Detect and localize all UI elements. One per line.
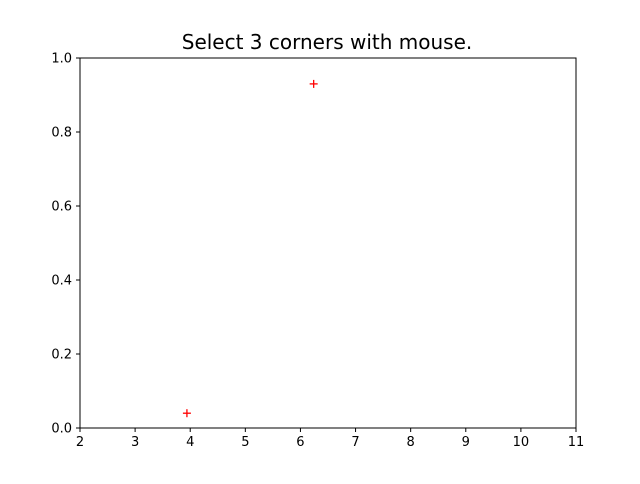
y-tick-label: 0.2 bbox=[51, 348, 72, 363]
x-tick-label: 8 bbox=[407, 435, 415, 450]
plot-area[interactable] bbox=[79, 57, 577, 429]
data-points bbox=[182, 79, 318, 418]
y-tick-label: 0.0 bbox=[51, 422, 72, 437]
y-tick-label: 0.6 bbox=[51, 200, 72, 215]
x-tick-label: 9 bbox=[462, 435, 470, 450]
y-axis: 0.0 0.2 0.4 0.6 0.8 1.0 bbox=[51, 52, 80, 437]
x-tick-label: 5 bbox=[241, 435, 249, 450]
x-tick-label: 3 bbox=[131, 435, 139, 450]
x-tick-label: 7 bbox=[351, 435, 359, 450]
y-tick-label: 0.4 bbox=[51, 274, 72, 289]
y-tick-label: 1.0 bbox=[51, 52, 72, 67]
x-tick-label: 6 bbox=[296, 435, 304, 450]
x-tick-label: 10 bbox=[513, 435, 530, 450]
x-tick-label: 4 bbox=[186, 435, 194, 450]
x-tick-label: 11 bbox=[568, 435, 585, 450]
data-point-plus-marker bbox=[309, 79, 318, 88]
x-axis: 2 3 4 5 6 7 8 9 10 11 bbox=[76, 428, 584, 450]
chart-title: Select 3 corners with mouse. bbox=[182, 30, 473, 54]
x-tick-label: 2 bbox=[76, 435, 84, 450]
y-tick-label: 0.8 bbox=[51, 126, 72, 141]
data-point-plus-marker bbox=[182, 409, 191, 418]
